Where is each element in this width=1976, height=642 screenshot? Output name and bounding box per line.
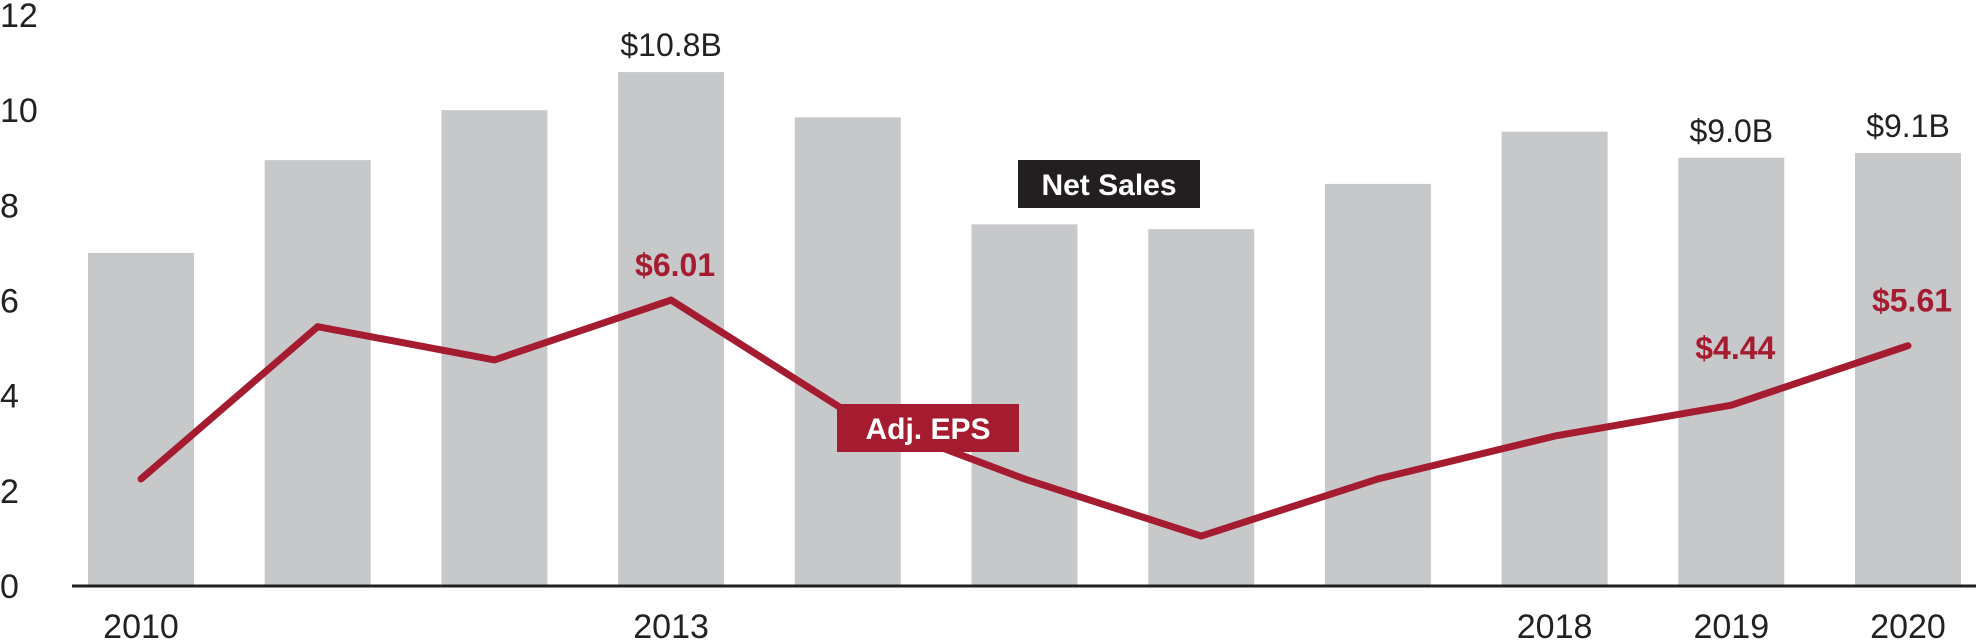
x-tick-label-2020: 2020 xyxy=(1870,608,1946,642)
y-tick-label-8: 8 xyxy=(0,187,19,225)
eps-data-label-2013: $6.01 xyxy=(635,247,715,283)
bar-2013 xyxy=(618,72,725,587)
y-tick-label-0: 0 xyxy=(0,568,19,606)
eps-data-label-2019: $4.44 xyxy=(1695,330,1775,366)
legend-adj-eps-background xyxy=(837,404,1019,452)
legend-net-sales: Net Sales xyxy=(1018,160,1200,208)
legend-adj-eps: Adj. EPS xyxy=(837,404,1019,452)
bar-data-label-2019: $9.0B xyxy=(1689,113,1773,149)
eps-data-label-2020: $5.61 xyxy=(1872,283,1952,319)
bar-2017 xyxy=(1324,183,1431,586)
y-tick-label-10: 10 xyxy=(0,92,38,130)
bar-2010 xyxy=(88,252,194,586)
y-tick-label-6: 6 xyxy=(0,283,19,321)
x-tick-label-2013: 2013 xyxy=(633,608,709,642)
y-tick-label-12: 12 xyxy=(0,0,38,35)
legend-net-sales-text: Net Sales xyxy=(1041,169,1176,202)
y-tick-label-2: 2 xyxy=(0,473,19,511)
bar-2020 xyxy=(1855,152,1961,586)
bar-2011 xyxy=(264,160,371,587)
net-sales-data-labels: $10.8B $9.0B $9.1B xyxy=(620,27,1949,149)
y-tick-label-4: 4 xyxy=(0,378,19,416)
adj-eps-series xyxy=(137,296,1912,540)
bar-data-label-2020: $9.1B xyxy=(1866,108,1950,144)
x-tick-label-2019: 2019 xyxy=(1693,608,1769,642)
x-axis-ticks: 2010 2013 2018 2019 2020 xyxy=(103,608,1946,642)
legend-net-sales-background xyxy=(1018,160,1200,208)
bar-2018 xyxy=(1501,131,1608,586)
legend-adj-eps-text: Adj. EPS xyxy=(865,413,990,446)
y-axis-ticks: 0 2 4 6 8 10 12 xyxy=(0,0,38,606)
net-sales-bars xyxy=(88,72,1961,587)
adj-eps-line xyxy=(137,296,1912,540)
adj-eps-data-labels: $6.01 $4.44 $5.61 xyxy=(635,247,1952,366)
bar-2014 xyxy=(794,117,901,586)
x-tick-label-2010: 2010 xyxy=(103,608,179,642)
bar-data-label-2013: $10.8B xyxy=(620,27,721,63)
bar-2019 xyxy=(1678,157,1785,586)
x-tick-label-2018: 2018 xyxy=(1517,608,1593,642)
